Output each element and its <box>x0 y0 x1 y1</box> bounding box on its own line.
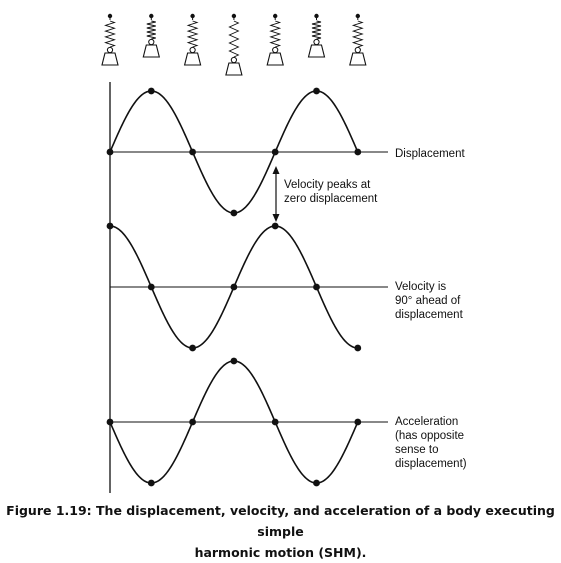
spring-mass <box>225 13 243 76</box>
point-displacement <box>189 148 197 156</box>
spring-coil-icon <box>269 20 282 48</box>
point-velocity <box>313 283 320 291</box>
point-acceleration <box>106 418 114 426</box>
waveforms <box>106 87 388 487</box>
spring-coil-icon <box>104 20 116 48</box>
label-velocity-1: Velocity is <box>395 281 446 293</box>
wave-acceleration <box>106 357 388 487</box>
spring-mass <box>349 13 367 66</box>
point-velocity <box>106 222 114 230</box>
label-acceleration-3: sense to <box>395 444 438 456</box>
spring-ring <box>148 38 155 46</box>
spring-ring <box>106 46 114 54</box>
spring-coil-icon <box>146 20 156 40</box>
point-displacement <box>106 148 114 156</box>
point-velocity <box>354 344 362 352</box>
spring-ring <box>272 46 279 54</box>
spring-coil-icon <box>351 20 364 48</box>
mass-block-icon <box>225 62 243 76</box>
point-velocity <box>147 283 155 291</box>
arrow-note-line-2: zero displacement <box>284 193 378 205</box>
spring-coil-icon <box>311 20 322 40</box>
double-arrow <box>272 166 280 222</box>
point-acceleration <box>230 357 238 365</box>
label-velocity-2: 90° ahead of <box>395 295 461 307</box>
spring-mass-row <box>101 13 367 76</box>
caption-line-2: harmonic motion (SHM). <box>194 545 367 560</box>
spring-ring <box>189 46 196 54</box>
spring-coil-icon <box>228 20 240 58</box>
label-acceleration-1: Acceleration <box>395 416 458 428</box>
spring-ring <box>313 38 320 46</box>
mass-block-icon <box>266 52 284 66</box>
mass-block-icon <box>349 52 367 66</box>
point-acceleration <box>354 418 362 426</box>
point-displacement <box>313 87 320 95</box>
point-acceleration <box>271 418 279 426</box>
shm-diagram: Displacement Velocity peaks at zero disp… <box>101 13 467 493</box>
spring-mass <box>101 13 119 66</box>
point-velocity <box>189 344 197 352</box>
caption-line-1: Figure 1.19: The displacement, velocity,… <box>6 503 555 539</box>
wave-displacement <box>106 87 388 217</box>
spring-mass <box>266 13 284 66</box>
mass-block-icon <box>142 44 161 58</box>
wave-velocity <box>106 222 388 352</box>
label-velocity-3: displacement <box>395 309 464 321</box>
spring-ring <box>230 56 237 64</box>
point-displacement <box>271 148 279 156</box>
spring-mass <box>142 13 161 58</box>
point-velocity <box>271 222 279 230</box>
point-velocity <box>230 283 238 291</box>
label-acceleration-4: displacement) <box>395 458 467 470</box>
label-displacement: Displacement <box>395 148 465 160</box>
mass-block-icon <box>101 52 119 66</box>
spring-mass <box>183 13 202 66</box>
point-displacement <box>230 209 238 217</box>
point-displacement <box>147 87 155 95</box>
mass-block-icon <box>307 44 326 58</box>
point-acceleration <box>313 479 320 487</box>
mass-block-icon <box>183 52 202 66</box>
point-acceleration <box>147 479 155 487</box>
spring-ring <box>354 46 361 54</box>
point-displacement <box>354 148 362 156</box>
arrow-note-line-1: Velocity peaks at <box>284 179 371 191</box>
spring-mass <box>307 13 326 58</box>
point-acceleration <box>189 418 197 426</box>
spring-coil-icon <box>186 20 199 48</box>
label-acceleration-2: (has opposite <box>395 430 464 442</box>
